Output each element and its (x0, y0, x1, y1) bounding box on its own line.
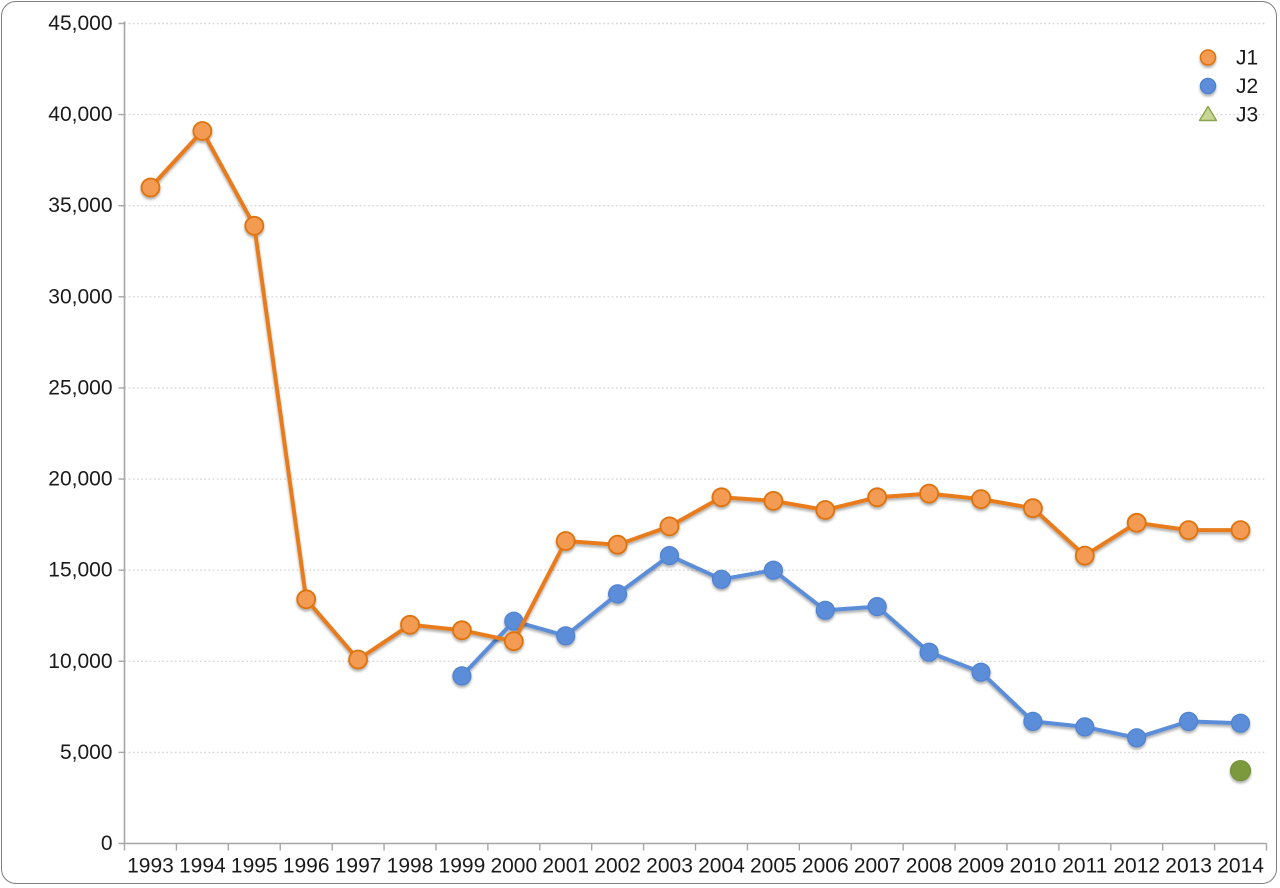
x-axis-label: 2002 (594, 855, 641, 878)
legend-item-j3: J3 (1185, 104, 1258, 127)
y-axis-label: 20,000 (48, 468, 112, 491)
data-point-j2-2005 (763, 560, 784, 580)
data-point-j1-1999 (451, 620, 472, 641)
x-axis-label: 2000 (490, 855, 537, 878)
x-axis-label: 2013 (1165, 855, 1212, 878)
data-point-j2-2007 (867, 596, 887, 617)
x-axis-label: 1993 (127, 855, 174, 878)
x-axis-label: 2014 (1217, 855, 1264, 878)
legend-item-j2: J2 (1187, 75, 1258, 98)
y-axis-label: 15,000 (48, 559, 112, 582)
x-axis-label: 1997 (335, 855, 382, 878)
x-axis-label: 1994 (179, 855, 226, 878)
series-line (148, 129, 1243, 662)
x-axis-label: 2011 (1062, 855, 1107, 878)
data-point-j2-2010 (1023, 711, 1043, 732)
legend: J1 J2 J3 (1185, 47, 1258, 127)
x-axis-label: 2005 (750, 855, 797, 878)
data-point-j2-2011 (1075, 717, 1095, 737)
data-point-j1-1994 (192, 121, 213, 141)
y-axis-label: 40,000 (48, 103, 112, 126)
series-j2 (452, 545, 1251, 748)
y-axis-label: 25,000 (48, 376, 112, 399)
data-point-j2-2001 (556, 626, 576, 646)
x-axis-label: 2004 (698, 855, 745, 878)
data-point-j1-2007 (867, 487, 888, 508)
x-axis-label: 2012 (1113, 855, 1160, 878)
y-axis-label: 10,000 (48, 650, 112, 673)
y-axis-label: 30,000 (48, 285, 112, 308)
legend-label: J3 (1236, 104, 1258, 127)
data-point-j2-2014 (1230, 713, 1251, 733)
data-point-j1-2005 (763, 490, 784, 511)
data-point-j1-2003 (659, 516, 680, 537)
data-point-j1-2002 (607, 534, 628, 555)
y-axis-label: 45,000 (48, 12, 112, 35)
data-point-j1-2012 (1126, 512, 1147, 533)
data-point-j2-1999 (452, 666, 472, 686)
x-axis-label: 1995 (231, 855, 278, 878)
data-point-j2-2006 (815, 600, 835, 620)
data-point-j1-2001 (555, 531, 576, 551)
data-point-j1-2000 (503, 631, 524, 652)
data-point-j2-2013 (1178, 711, 1199, 732)
data-point-j1-2004 (711, 487, 732, 508)
x-axis-label: 2009 (958, 855, 1005, 878)
legend-item-j1: J1 (1187, 47, 1258, 70)
x-axis-label: 2006 (802, 855, 849, 878)
data-point-j2-2003 (659, 545, 680, 566)
x-axis-label: 2007 (854, 855, 901, 878)
x-axis-label: 2008 (906, 855, 953, 878)
gridlines (124, 22, 1267, 754)
data-point-j1-1995 (244, 215, 265, 236)
y-axis-label: 5,000 (60, 741, 113, 764)
y-axis-label: 0 (101, 832, 113, 855)
data-point-j2-2008 (919, 642, 939, 662)
x-axis-label: 1996 (283, 855, 330, 878)
data-point-j2-2004 (711, 569, 732, 589)
x-axis-label: 2010 (1010, 855, 1057, 878)
data-point-j2-2002 (607, 584, 628, 604)
data-point-j1-2008 (919, 483, 939, 504)
x-axis-label: 1999 (439, 855, 486, 878)
x-axis-label: 2001 (542, 855, 589, 878)
series-j3 (1229, 759, 1252, 782)
data-point-j1-2006 (815, 500, 836, 520)
legend-label: J1 (1236, 47, 1258, 70)
data-point-j1-2014 (1230, 520, 1251, 540)
data-point-j1-1998 (400, 614, 420, 635)
data-point-j2-2009 (971, 662, 991, 682)
data-point-j1-2013 (1178, 520, 1199, 540)
series-j1 (140, 121, 1251, 670)
legend-label: J2 (1236, 75, 1258, 98)
data-point-j1-1996 (296, 589, 317, 610)
x-axis-label: 1998 (387, 855, 434, 878)
data-point-j1-2011 (1074, 545, 1095, 566)
data-point-j3-2014 (1229, 759, 1252, 782)
data-point-j1-1993 (140, 177, 161, 198)
data-point-j1-2010 (1023, 498, 1043, 519)
data-point-j1-2009 (971, 489, 991, 510)
series-line (459, 553, 1243, 740)
legend-triangle-icon (1198, 105, 1218, 122)
y-axis-label: 35,000 (48, 194, 112, 217)
legend-circle-icon (1199, 77, 1217, 95)
x-axis-label: 2003 (646, 855, 693, 878)
data-point-j2-2012 (1127, 728, 1147, 748)
legend-circle-icon (1199, 49, 1217, 66)
axes: 0 5,000 10,000 15,000 20,000 25,000 30,000 35,0… (48, 12, 1268, 878)
data-point-j1-1997 (348, 649, 369, 670)
